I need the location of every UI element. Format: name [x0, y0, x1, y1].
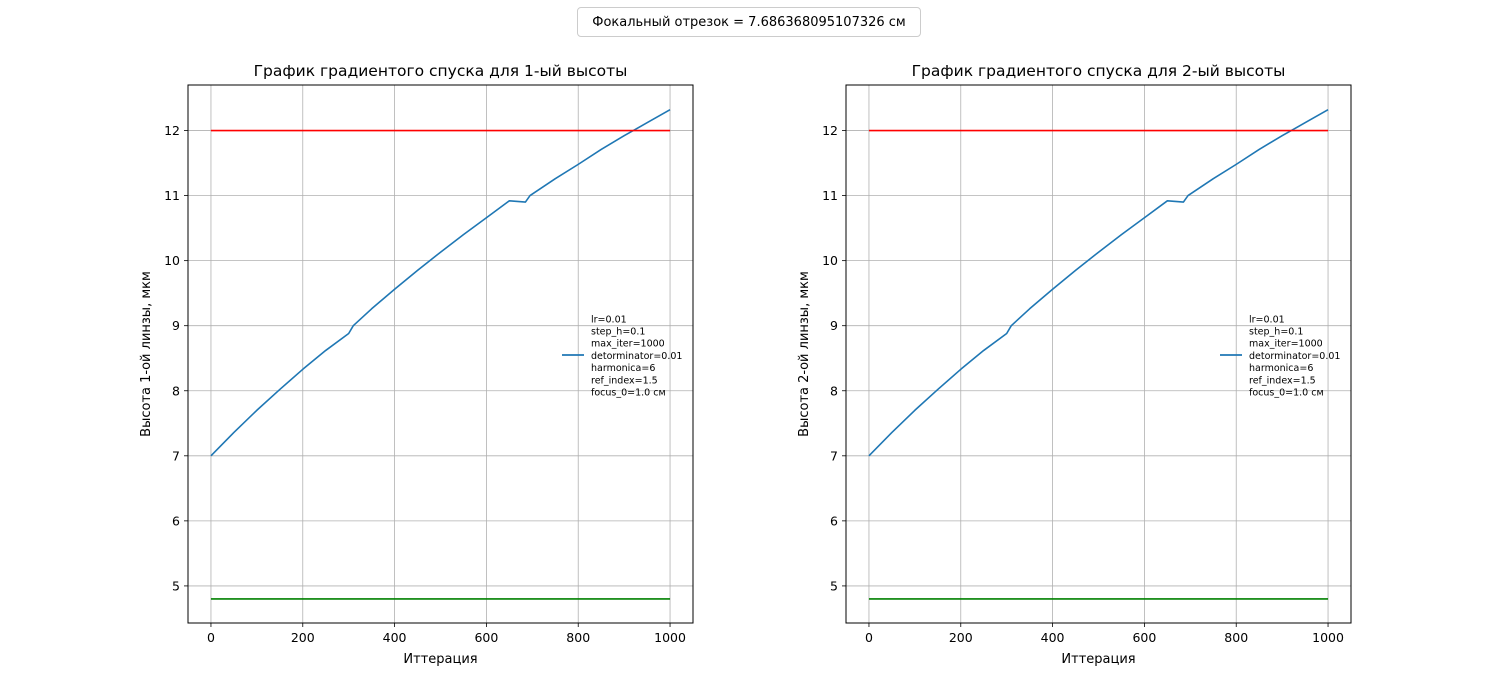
- x-tick-label: 0: [865, 630, 873, 645]
- chart-panel-2: 0 200 400 600 800 1000 5 6 7 8 9 10 11 12 График гради…: [797, 62, 1352, 667]
- y-tick-label: 11: [822, 188, 838, 203]
- legend-line: focus_0=1.0 см: [1249, 388, 1324, 399]
- y-tick-label: 11: [164, 188, 180, 203]
- x-tick-label: 400: [383, 630, 407, 645]
- legend-line: harmonica=6: [1249, 363, 1313, 374]
- axes-frame: [187, 84, 694, 624]
- y-tick-label: 6: [172, 513, 180, 528]
- y-tick-label: 10: [822, 253, 838, 268]
- legend-line: ref_index=1.5: [1249, 375, 1316, 386]
- legend: lr=0.01 step_h=0.1 max_iter=1000 detorminat…: [562, 314, 682, 399]
- x-tick-label: 800: [566, 630, 590, 645]
- y-axis-label: Высота 2-ой линзы, мкм: [797, 271, 812, 437]
- y-tick-label: 6: [830, 513, 838, 528]
- legend-label: lr=0.01 step_h=0.1 max_iter=1000 detorminat…: [591, 314, 682, 398]
- x-tick-label: 600: [474, 630, 498, 645]
- y-tick-label: 5: [830, 578, 838, 593]
- legend-line: lr=0.01: [1249, 314, 1285, 325]
- y-tick-label: 12: [822, 123, 838, 138]
- legend-line: step_h=0.1: [591, 327, 645, 338]
- x-tick-label: 200: [291, 630, 315, 645]
- series-line-0: [210, 109, 671, 457]
- chart-title: График градиентого спуска для 2-ый высот…: [912, 62, 1286, 80]
- y-tick-label: 12: [164, 123, 180, 138]
- y-tick-label: 7: [172, 448, 180, 463]
- legend-line: harmonica=6: [591, 363, 655, 374]
- y-tick-label: 9: [172, 318, 180, 333]
- y-tick-label: 9: [830, 318, 838, 333]
- x-axis-label: Иттерация: [1061, 652, 1135, 667]
- x-tick-label: 0: [207, 630, 215, 645]
- legend-line: max_iter=1000: [1249, 339, 1323, 350]
- legend-label: lr=0.01 step_h=0.1 max_iter=1000 detorminat…: [1249, 314, 1340, 398]
- series-line-0: [868, 109, 1329, 457]
- legend-line: step_h=0.1: [1249, 327, 1303, 338]
- x-tick-label: 800: [1224, 630, 1248, 645]
- figure-suptitle: Фокальный отрезок = 7.686368095107326 см: [577, 7, 921, 37]
- y-tick-label: 8: [172, 383, 180, 398]
- y-tick-label: 10: [164, 253, 180, 268]
- axes-frame: [845, 84, 1352, 624]
- legend-line: focus_0=1.0 см: [591, 388, 666, 399]
- y-tick-label: 8: [830, 383, 838, 398]
- y-tick-label: 5: [172, 578, 180, 593]
- x-tick-label: 400: [1041, 630, 1065, 645]
- legend-line: detorminator=0.01: [591, 351, 682, 362]
- legend: lr=0.01 step_h=0.1 max_iter=1000 detorminat…: [1220, 314, 1340, 399]
- x-axis-label: Иттерация: [403, 652, 477, 667]
- y-axis-label: Высота 1-ой линзы, мкм: [139, 271, 154, 437]
- y-tick-label: 7: [830, 448, 838, 463]
- x-tick-label: 600: [1132, 630, 1156, 645]
- legend-line: detorminator=0.01: [1249, 351, 1340, 362]
- x-tick-label: 1000: [654, 630, 686, 645]
- chart-title: График градиентого спуска для 1-ый высот…: [254, 62, 628, 80]
- legend-line: max_iter=1000: [591, 339, 665, 350]
- x-tick-label: 200: [949, 630, 973, 645]
- x-tick-label: 1000: [1312, 630, 1344, 645]
- legend-line: lr=0.01: [591, 314, 627, 325]
- legend-line: ref_index=1.5: [591, 375, 658, 386]
- chart-panel-1: 0 200 400 600 800 1000 5 6 7 8 9 10 11 12 График гради…: [139, 62, 694, 667]
